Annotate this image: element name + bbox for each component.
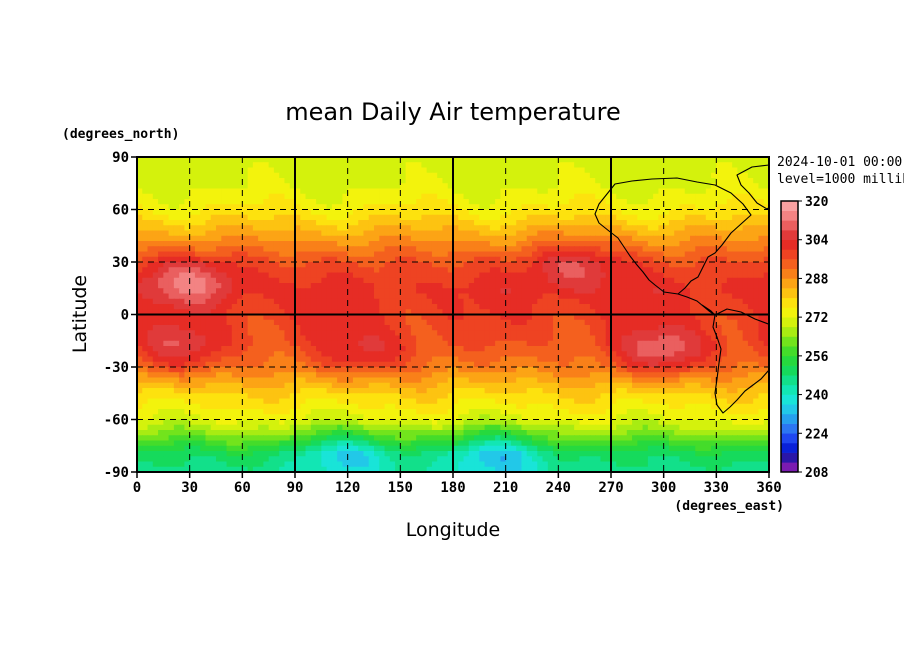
y-tick-label: -30 bbox=[104, 360, 129, 376]
temperature-field bbox=[137, 157, 769, 472]
colorbar-tick-label: 320 bbox=[805, 195, 829, 210]
colorbar-swatch bbox=[781, 442, 798, 453]
chart-title: mean Daily Air temperature bbox=[285, 98, 620, 126]
colorbar-tick-label: 224 bbox=[805, 427, 829, 442]
x-tick-label: 240 bbox=[546, 480, 571, 496]
x-axis-ticks: 0 30 60 90 120 150 180 210 240 270 300 330 360 bbox=[133, 472, 782, 496]
y-units-label: (degrees_north) bbox=[62, 127, 179, 142]
y-axis-ticks: 90 60 30 0 -30 -60 -90 bbox=[104, 150, 137, 481]
y-tick-label: 30 bbox=[112, 255, 129, 271]
colorbar-swatch bbox=[781, 404, 798, 415]
x-tick-label: 210 bbox=[493, 480, 518, 496]
colorbar-swatch bbox=[781, 249, 798, 260]
colorbar-swatch bbox=[781, 336, 798, 347]
colorbar-swatch bbox=[781, 355, 798, 366]
info-line-date: 2024-10-01 00:00 bbox=[777, 155, 902, 170]
colorbar-tick-label: 272 bbox=[805, 311, 828, 326]
colorbar-swatch bbox=[781, 288, 798, 299]
colorbar-swatch bbox=[781, 365, 798, 376]
colorbar-swatch bbox=[781, 201, 798, 211]
x-tick-label: 0 bbox=[133, 480, 141, 496]
y-tick-label: 0 bbox=[121, 308, 129, 324]
colorbar-tick-label: 208 bbox=[805, 466, 829, 481]
colorbar-swatch bbox=[781, 433, 798, 444]
colorbar-swatch bbox=[781, 394, 798, 405]
y-tick-label: 60 bbox=[112, 203, 129, 219]
colorbar-swatch bbox=[781, 220, 798, 231]
colorbar-swatch bbox=[781, 452, 798, 463]
y-tick-label: -90 bbox=[104, 465, 129, 481]
colorbar-swatch bbox=[781, 210, 798, 221]
colorbar-swatch bbox=[781, 317, 798, 328]
x-tick-label: 330 bbox=[704, 480, 729, 496]
colorbar-swatch bbox=[781, 423, 798, 434]
y-tick-label: -60 bbox=[104, 413, 129, 429]
colorbar-swatch bbox=[781, 268, 798, 279]
colorbar-swatch bbox=[781, 375, 798, 386]
x-tick-label: 90 bbox=[287, 480, 304, 496]
colorbar-tick-label: 240 bbox=[805, 389, 829, 404]
info-line-level: level=1000 millibar bbox=[777, 172, 904, 187]
colorbar-swatch bbox=[781, 326, 798, 337]
y-axis-label: Latitude bbox=[69, 275, 91, 353]
colorbar-swatch bbox=[781, 259, 798, 270]
colorbar-swatch bbox=[781, 297, 798, 308]
colorbar-swatch bbox=[781, 230, 798, 241]
x-tick-label: 150 bbox=[388, 480, 413, 496]
x-axis-label: Longitude bbox=[406, 519, 501, 541]
x-tick-label: 270 bbox=[598, 480, 623, 496]
colorbar: 320 304 288 272 256 240 224 208 bbox=[780, 195, 829, 481]
x-tick-label: 60 bbox=[234, 480, 251, 496]
x-tick-label: 300 bbox=[651, 480, 676, 496]
colorbar-swatch bbox=[781, 384, 798, 395]
colorbar-swatch bbox=[781, 278, 798, 289]
colorbar-tick-label: 256 bbox=[805, 350, 829, 365]
colorbar-swatch bbox=[781, 239, 798, 250]
x-tick-label: 360 bbox=[756, 480, 781, 496]
colorbar-swatch bbox=[781, 307, 798, 318]
colorbar-swatch bbox=[781, 413, 798, 424]
grid-lines bbox=[137, 157, 769, 472]
colorbar-swatch bbox=[781, 462, 798, 473]
colorbar-frame bbox=[780, 200, 799, 473]
x-tick-label: 120 bbox=[335, 480, 360, 496]
x-tick-label: 30 bbox=[181, 480, 198, 496]
x-units-label: (degrees_east) bbox=[674, 499, 784, 514]
x-tick-label: 180 bbox=[440, 480, 465, 496]
y-tick-label: 90 bbox=[112, 150, 129, 166]
colorbar-swatch bbox=[781, 346, 798, 357]
colorbar-tick-label: 304 bbox=[805, 234, 829, 249]
colorbar-tick-label: 288 bbox=[805, 272, 829, 287]
